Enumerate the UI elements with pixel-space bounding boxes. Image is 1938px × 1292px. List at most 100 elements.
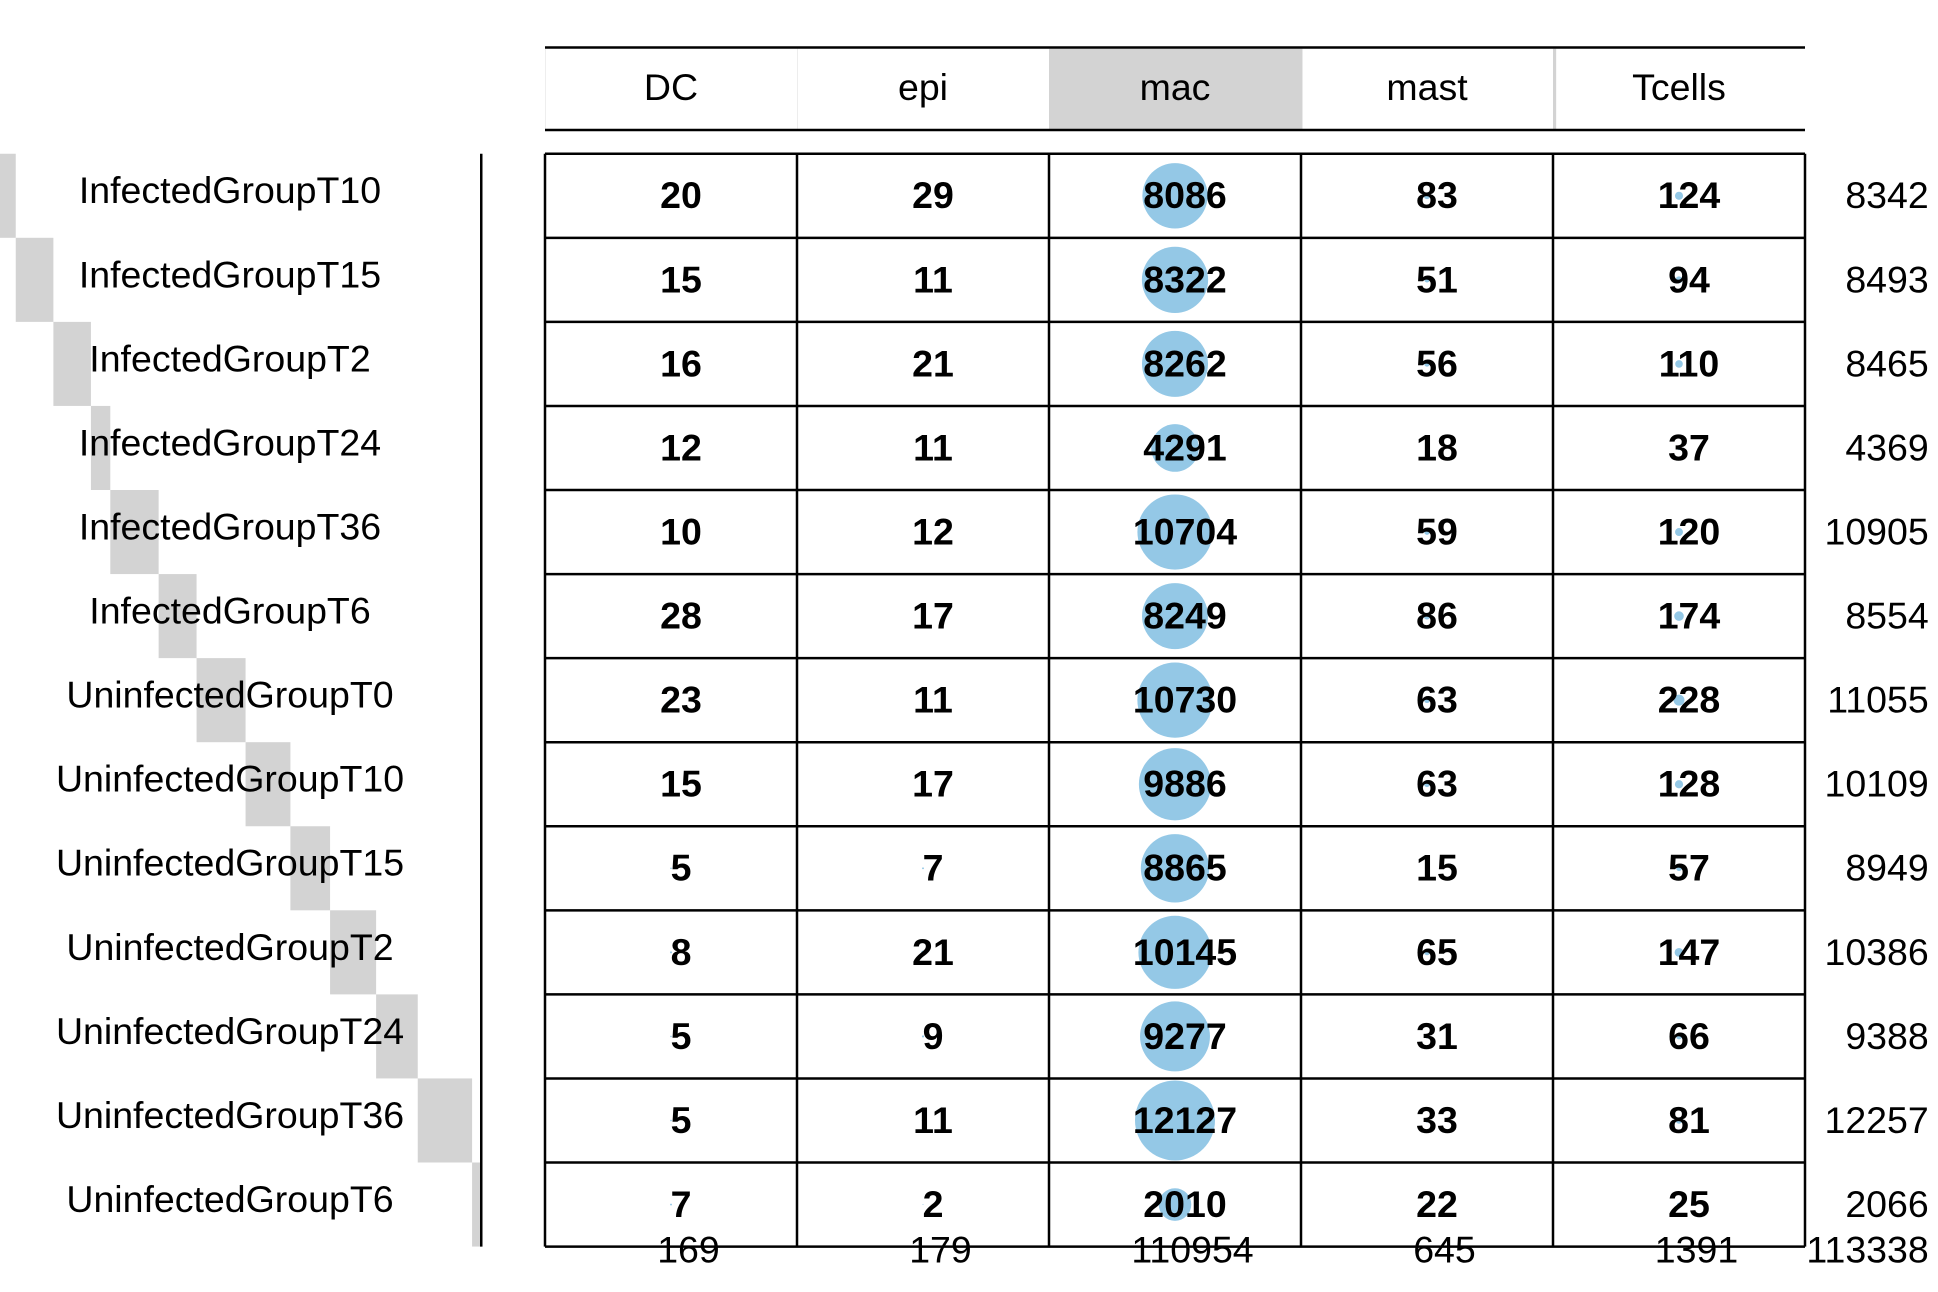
balloon <box>669 362 673 366</box>
row-total: 10905 <box>1824 510 1928 552</box>
cell-value: 7 <box>923 847 944 889</box>
balloon <box>1676 445 1682 451</box>
balloon <box>921 530 925 534</box>
balloon <box>921 1119 925 1122</box>
balloon <box>1138 915 1212 989</box>
cell-value: 25 <box>1668 1183 1710 1225</box>
balloon <box>1677 1202 1681 1207</box>
cell-value: 12127 <box>1133 1099 1237 1141</box>
cell-value: 4291 <box>1143 426 1226 468</box>
balloon <box>1673 694 1685 706</box>
balloon <box>1424 949 1430 956</box>
column-label: epi <box>898 66 948 108</box>
balloon <box>1674 191 1684 200</box>
balloon <box>1137 662 1213 738</box>
column-label: mast <box>1386 66 1468 108</box>
cell-value: 9277 <box>1143 1015 1226 1057</box>
column-label: Tcells <box>1632 66 1726 108</box>
cell-value: 10 <box>660 510 702 552</box>
balloon <box>669 782 673 786</box>
cell-value: 120 <box>1658 510 1721 552</box>
cell-value: 51 <box>1416 258 1458 300</box>
balloon <box>1142 583 1208 650</box>
cell-value: 9 <box>923 1015 944 1057</box>
balloon <box>1675 1117 1683 1124</box>
row-label: UninfectedGroupT6 <box>66 1178 393 1220</box>
row-total-bar <box>158 574 197 659</box>
balloon <box>1423 192 1431 200</box>
row-label: UninfectedGroupT10 <box>56 758 404 800</box>
row-total: 10109 <box>1824 763 1928 805</box>
balloon <box>670 867 672 870</box>
balloon <box>921 278 925 282</box>
column-total: 110954 <box>1131 1229 1253 1271</box>
column-total: 179 <box>909 1229 972 1271</box>
column-total: 169 <box>657 1229 720 1271</box>
row-total-bar <box>245 742 291 827</box>
cell-value: 7 <box>671 1183 692 1225</box>
cell-value: 110 <box>1659 342 1720 384</box>
cell-value: 56 <box>1416 342 1458 384</box>
row-total-bar <box>0 153 16 238</box>
column-total-bar <box>1553 48 1557 131</box>
balloon <box>1423 612 1431 620</box>
balloon <box>1424 277 1430 283</box>
cell-value: 57 <box>1668 847 1710 889</box>
cell-value: 10730 <box>1133 679 1237 721</box>
row-total: 8465 <box>1845 342 1928 384</box>
balloon <box>921 950 925 955</box>
cell-value: 63 <box>1416 679 1458 721</box>
cell-value: 11 <box>913 258 953 300</box>
balloon <box>1674 947 1684 957</box>
cell-value: 8262 <box>1143 342 1226 384</box>
cell-value: 228 <box>1658 679 1721 721</box>
row-label: InfectedGroupT2 <box>89 337 370 379</box>
balloon <box>1424 781 1430 788</box>
cell-value: 22 <box>1416 1183 1458 1225</box>
balloon <box>1675 276 1683 284</box>
row-total-bar <box>330 910 377 995</box>
row-label: UninfectedGroupT24 <box>56 1010 404 1052</box>
grand-total: 113338 <box>1806 1229 1928 1271</box>
balloon <box>669 446 673 450</box>
row-total: 9388 <box>1845 1015 1928 1057</box>
balloon <box>1151 424 1199 472</box>
balloon <box>670 1203 672 1206</box>
cell-value: 15 <box>1416 847 1458 889</box>
cell-value: 11 <box>913 426 953 468</box>
balloon <box>921 1035 925 1038</box>
row-total: 11055 <box>1827 679 1929 721</box>
cell-value: 10704 <box>1133 510 1237 552</box>
row-label: InfectedGroupT36 <box>79 505 381 547</box>
cell-value: 37 <box>1668 426 1710 468</box>
balloon <box>1424 697 1430 704</box>
balloon <box>921 193 925 198</box>
cell-value: 147 <box>1658 931 1721 973</box>
row-total-bar <box>290 826 331 911</box>
cell-value: 2010 <box>1143 1183 1226 1225</box>
balloon <box>1674 611 1684 621</box>
row-label: UninfectedGroupT0 <box>66 674 393 716</box>
balloon <box>1140 1001 1210 1072</box>
cell-value: 10145 <box>1133 931 1237 973</box>
cell-value: 83 <box>1416 174 1458 216</box>
row-label: UninfectedGroupT15 <box>56 842 404 884</box>
column-label: DC <box>644 66 698 108</box>
balloon <box>1424 1034 1430 1039</box>
balloon <box>921 362 925 366</box>
row-total: 2066 <box>1845 1183 1928 1225</box>
row-total-bar <box>90 405 111 491</box>
row-label: InfectedGroupT24 <box>79 421 381 463</box>
balloon <box>1425 866 1429 870</box>
balloon <box>669 614 673 619</box>
cell-value: 18 <box>1416 426 1458 468</box>
column-total-bar <box>1049 48 1301 131</box>
row-total-bar <box>53 321 91 406</box>
cell-value: 81 <box>1668 1099 1710 1141</box>
balloon <box>1425 1202 1429 1207</box>
cell-value: 12 <box>912 510 954 552</box>
cell-value: 8322 <box>1143 258 1226 300</box>
column-total: 1391 <box>1655 1229 1738 1271</box>
column-total: 645 <box>1413 1229 1476 1271</box>
